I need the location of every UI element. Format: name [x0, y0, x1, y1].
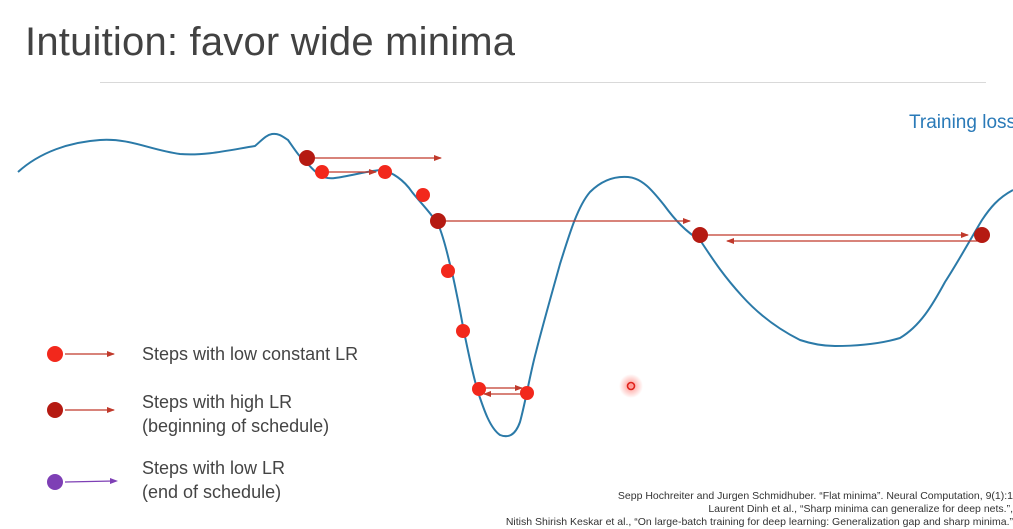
title-divider	[100, 82, 986, 83]
legend-label: Steps with low LR	[142, 458, 286, 478]
low-lr-point	[456, 324, 470, 338]
low-lr-steps	[315, 165, 534, 400]
references: Sepp Hochreiter and Jurgen Schmidhuber. …	[313, 490, 1013, 529]
legend-label: Steps with high LR	[142, 392, 293, 412]
reference-item: Nitish Shirish Keskar et al., “On large-…	[505, 516, 1013, 528]
training-loss-curve	[17, 132, 1013, 438]
legend-label: Steps with low constant LR	[142, 344, 359, 364]
legend-item-high-lr: Steps with high LR (beginning of schedul…	[142, 390, 329, 438]
legend-markers	[47, 346, 118, 490]
low-lr-point	[315, 165, 329, 179]
legend-sublabel: (end of schedule)	[142, 482, 282, 502]
laser-pointer-icon	[619, 374, 643, 398]
legend-item-low-lr-end: Steps with low LR (end of schedule)	[142, 456, 285, 504]
high-lr-point	[974, 227, 990, 243]
high-lr-point	[692, 227, 708, 243]
legend-low-lr-dot	[47, 346, 63, 362]
slide-title: Intuition: favor wide minima	[25, 20, 516, 64]
legend-low-lr-end-arrow	[64, 480, 115, 483]
reference-item: Sepp Hochreiter and Jurgen Schmidhuber. …	[617, 490, 1013, 502]
reference-item: Laurent Dinh et al., “Sharp minima can g…	[708, 503, 1013, 515]
high-lr-steps	[299, 150, 990, 244]
low-lr-point	[416, 188, 430, 202]
low-lr-point	[378, 165, 392, 179]
high-lr-point	[299, 150, 315, 166]
legend-high-lr-dot	[47, 402, 63, 418]
low-lr-point	[441, 264, 455, 278]
low-lr-point	[472, 382, 486, 396]
low-lr-point	[520, 386, 534, 400]
high-lr-point	[430, 213, 446, 229]
training-loss-label: Training loss	[909, 112, 1013, 133]
legend-sublabel: (beginning of schedule)	[142, 416, 330, 436]
legend-low-lr-end-dot	[47, 474, 63, 490]
legend-item-low-lr: Steps with low constant LR	[142, 342, 358, 366]
legend-low-lr-end-arrowhead	[110, 478, 118, 484]
